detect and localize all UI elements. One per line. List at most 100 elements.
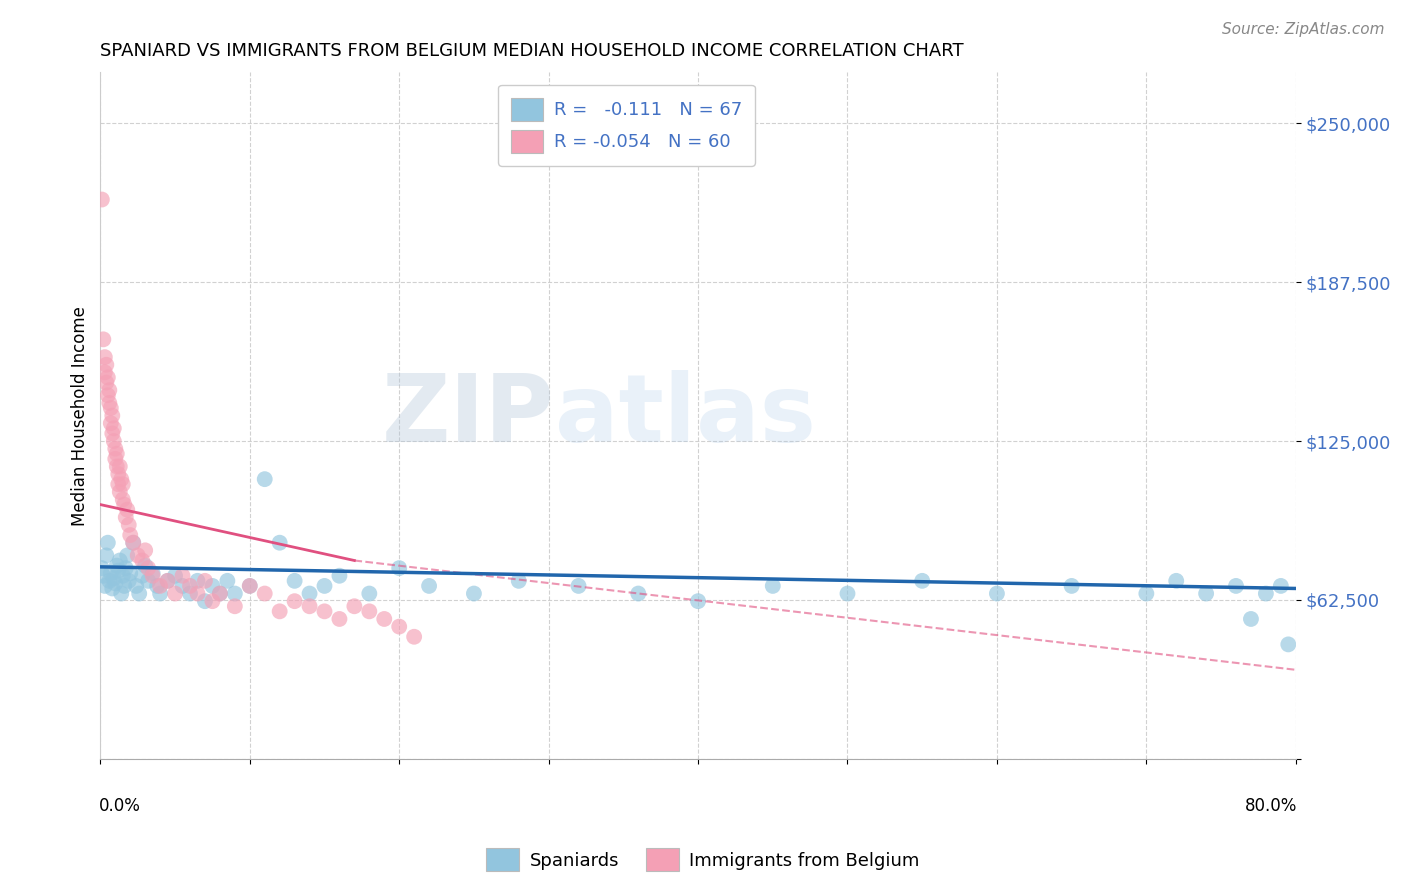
Point <box>128 586 150 600</box>
Point <box>418 579 440 593</box>
Point <box>108 484 131 499</box>
Point <box>1240 612 1263 626</box>
Point <box>111 568 134 582</box>
Point <box>114 510 136 524</box>
Point <box>298 586 321 600</box>
Point <box>107 564 129 578</box>
Point <box>284 594 307 608</box>
Point <box>359 586 381 600</box>
Legend: Spaniards, Immigrants from Belgium: Spaniards, Immigrants from Belgium <box>479 841 927 879</box>
Point <box>1060 579 1083 593</box>
Point <box>567 579 589 593</box>
Point <box>165 586 187 600</box>
Point <box>131 568 153 582</box>
Point <box>98 396 121 410</box>
Point <box>90 193 112 207</box>
Point <box>91 568 114 582</box>
Point <box>103 571 125 585</box>
Point <box>91 332 114 346</box>
Text: 0.0%: 0.0% <box>100 797 141 814</box>
Point <box>97 370 120 384</box>
Point <box>104 576 127 591</box>
Point <box>208 586 231 600</box>
Point <box>172 568 194 582</box>
Point <box>217 574 239 588</box>
Point <box>108 459 131 474</box>
Point <box>103 434 125 448</box>
Text: SPANIARD VS IMMIGRANTS FROM BELGIUM MEDIAN HOUSEHOLD INCOME CORRELATION CHART: SPANIARD VS IMMIGRANTS FROM BELGIUM MEDI… <box>100 42 965 60</box>
Point <box>911 574 934 588</box>
Point <box>314 604 336 618</box>
Point <box>149 586 172 600</box>
Point <box>508 574 530 588</box>
Point <box>404 630 426 644</box>
Point <box>98 574 121 588</box>
Point <box>94 579 117 593</box>
Point <box>104 442 127 456</box>
Point <box>98 383 121 397</box>
Point <box>359 604 381 618</box>
Text: atlas: atlas <box>554 369 815 461</box>
Point <box>142 568 165 582</box>
Point <box>627 586 650 600</box>
Y-axis label: Median Household Income: Median Household Income <box>72 306 89 525</box>
Point <box>122 535 145 549</box>
Point <box>122 535 145 549</box>
Point <box>201 579 224 593</box>
Point <box>373 612 395 626</box>
Point <box>186 586 208 600</box>
Point <box>108 553 131 567</box>
Point <box>94 350 117 364</box>
Point <box>837 586 859 600</box>
Text: ZIP: ZIP <box>382 369 554 461</box>
Point <box>463 586 485 600</box>
Point <box>1270 579 1292 593</box>
Point <box>146 579 169 593</box>
Point <box>114 561 136 575</box>
Point <box>253 586 276 600</box>
Point <box>1195 586 1218 600</box>
Point <box>156 574 179 588</box>
Point <box>179 579 201 593</box>
Point <box>118 574 141 588</box>
Point <box>112 579 135 593</box>
Point <box>100 566 122 581</box>
Point <box>224 586 246 600</box>
Point <box>142 566 165 581</box>
Point <box>100 401 122 415</box>
Point <box>314 579 336 593</box>
Point <box>201 594 224 608</box>
Point <box>127 549 149 563</box>
Point <box>194 574 217 588</box>
Point <box>388 561 411 575</box>
Point <box>224 599 246 614</box>
Point <box>105 558 128 573</box>
Point <box>110 472 132 486</box>
Point <box>149 579 172 593</box>
Point <box>239 579 262 593</box>
Point <box>96 376 118 390</box>
Point <box>112 498 135 512</box>
Point <box>100 416 122 430</box>
Point <box>156 574 179 588</box>
Point <box>104 451 127 466</box>
Point <box>101 582 124 596</box>
Point <box>118 517 141 532</box>
Point <box>284 574 307 588</box>
Point <box>172 579 194 593</box>
Point <box>1166 574 1188 588</box>
Point <box>94 365 117 379</box>
Point <box>97 388 120 402</box>
Point <box>269 535 291 549</box>
Point <box>125 579 148 593</box>
Text: Source: ZipAtlas.com: Source: ZipAtlas.com <box>1222 22 1385 37</box>
Point <box>136 561 159 575</box>
Point <box>105 447 128 461</box>
Point <box>101 409 124 423</box>
Point <box>110 586 132 600</box>
Point <box>186 574 208 588</box>
Point <box>328 612 350 626</box>
Legend: R =   -0.111   N = 67, R = -0.054   N = 60: R = -0.111 N = 67, R = -0.054 N = 60 <box>498 85 755 166</box>
Point <box>136 574 159 588</box>
Point <box>165 568 187 582</box>
